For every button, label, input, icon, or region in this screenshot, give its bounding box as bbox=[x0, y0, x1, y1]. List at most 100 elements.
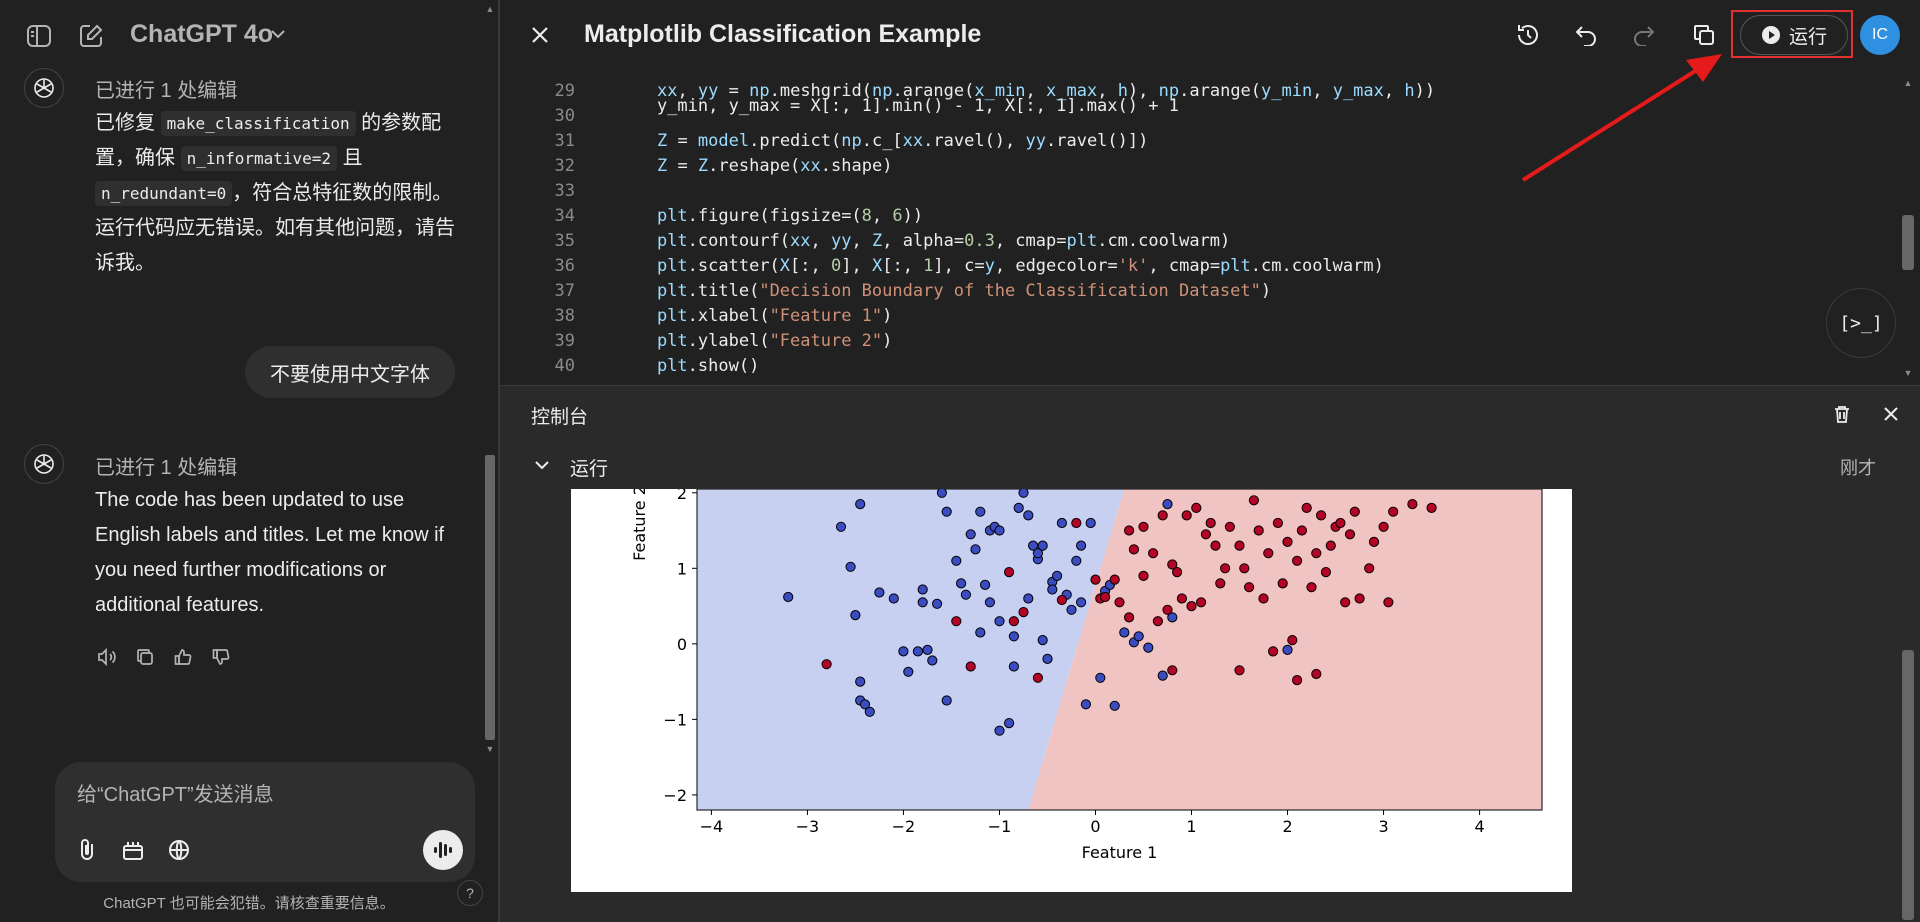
line-number: 33 bbox=[554, 181, 575, 201]
code-line: 32 Z = Z.reshape(xx.shape) bbox=[500, 156, 1900, 181]
data-point-class-1 bbox=[1210, 540, 1221, 551]
tools-icon[interactable] bbox=[117, 834, 149, 866]
chevron-down-icon[interactable] bbox=[530, 453, 554, 477]
data-point-class-0 bbox=[864, 706, 875, 717]
line-number: 36 bbox=[554, 256, 575, 276]
data-point-class-1 bbox=[1176, 593, 1188, 604]
data-point-class-1 bbox=[1124, 525, 1135, 536]
data-point-class-0 bbox=[917, 584, 928, 595]
data-point-class-1 bbox=[1181, 510, 1192, 521]
data-point-class-1 bbox=[1224, 521, 1236, 532]
scroll-up-arrow-icon[interactable]: ▲ bbox=[485, 4, 495, 14]
voice-mode-button[interactable] bbox=[423, 830, 463, 870]
close-console-icon[interactable] bbox=[1877, 400, 1905, 428]
code-line: 34 plt.figure(figsize=(8, 6)) bbox=[500, 206, 1900, 231]
data-point-class-1 bbox=[1167, 665, 1178, 676]
sidebar-toggle-icon[interactable] bbox=[24, 21, 54, 51]
terminal-icon: [>_] bbox=[1839, 312, 1883, 334]
data-point-class-1 bbox=[1292, 555, 1303, 566]
plot-frame bbox=[696, 489, 1543, 811]
data-point-class-0 bbox=[855, 676, 866, 687]
chat-scrollbar-thumb[interactable] bbox=[485, 455, 495, 740]
x-tick-label: 1 bbox=[1186, 817, 1196, 836]
data-point-class-1 bbox=[1378, 521, 1389, 532]
audio-waveform-icon bbox=[434, 842, 452, 858]
code-scrollbar-thumb[interactable] bbox=[1902, 215, 1914, 270]
thumbs-down-icon[interactable] bbox=[209, 645, 233, 669]
help-button[interactable]: ? bbox=[457, 880, 483, 906]
copy-icon[interactable] bbox=[1686, 17, 1722, 53]
message-input[interactable] bbox=[77, 780, 437, 810]
data-point-class-0 bbox=[1037, 540, 1048, 551]
data-point-class-0 bbox=[994, 616, 1005, 627]
data-point-class-1 bbox=[1234, 540, 1245, 551]
data-point-class-1 bbox=[1272, 517, 1284, 529]
code-editor[interactable]: y_min, y_max = X[:, 1].min() - 1, X[:, 1… bbox=[500, 70, 1920, 385]
edit-note: 已进行 1 处编辑 bbox=[95, 80, 238, 102]
new-chat-icon[interactable] bbox=[76, 21, 106, 51]
data-point-class-1 bbox=[821, 659, 832, 670]
copy-icon[interactable] bbox=[133, 645, 157, 669]
data-point-class-0 bbox=[951, 555, 962, 566]
assistant-avatar bbox=[24, 68, 64, 108]
history-icon[interactable] bbox=[1510, 17, 1546, 53]
console-run-entry[interactable]: 运行 刚才 bbox=[500, 441, 1920, 489]
redo-icon[interactable] bbox=[1626, 17, 1662, 53]
data-point-class-1 bbox=[1263, 548, 1274, 559]
data-point-class-1 bbox=[1152, 616, 1164, 627]
data-point-class-0 bbox=[1008, 661, 1019, 672]
panel-divider[interactable] bbox=[498, 0, 500, 922]
console-output: −4 −3 −2 −1 0 1 2 3 4 2 1 0 −1 −2 Feature 1 Feature 2 bbox=[500, 489, 1920, 922]
canvas-header: Matplotlib Classification Example 运行 IC bbox=[500, 0, 1920, 70]
y-tick-label: 1 bbox=[677, 559, 687, 578]
close-icon[interactable] bbox=[522, 17, 558, 53]
data-point-class-0 bbox=[888, 593, 899, 604]
data-point-class-0 bbox=[1119, 627, 1130, 638]
run-code-button[interactable]: 运行 bbox=[1740, 15, 1848, 55]
data-point-class-0 bbox=[917, 597, 928, 608]
undo-icon[interactable] bbox=[1568, 17, 1604, 53]
line-number: 32 bbox=[554, 156, 575, 176]
scroll-down-arrow-icon[interactable]: ▼ bbox=[485, 744, 495, 754]
chat-scrollbar[interactable]: ▲ ▼ bbox=[485, 0, 495, 760]
data-point-class-1 bbox=[1018, 607, 1029, 618]
data-point-class-1 bbox=[1306, 582, 1317, 593]
globe-icon[interactable] bbox=[163, 834, 195, 866]
attach-icon[interactable] bbox=[71, 834, 103, 866]
user-avatar[interactable]: IC bbox=[1860, 15, 1900, 55]
data-point-class-0 bbox=[1095, 672, 1106, 683]
inline-code: make_classification bbox=[160, 111, 356, 136]
data-point-class-0 bbox=[1008, 631, 1019, 642]
trash-icon[interactable] bbox=[1828, 400, 1856, 428]
data-point-class-1 bbox=[1287, 635, 1298, 646]
chevron-down-icon[interactable] bbox=[270, 26, 286, 42]
data-point-class-0 bbox=[859, 699, 871, 710]
console-scrollbar-thumb[interactable] bbox=[1902, 650, 1914, 920]
run-entry-label: 运行 bbox=[570, 459, 609, 480]
code-text: plt.scatter(X[:, 0], X[:, 1], c=y, edgec… bbox=[656, 256, 1384, 276]
code-scrollbar[interactable]: ▲ ▼ bbox=[1900, 70, 1916, 380]
data-point-class-1 bbox=[1090, 574, 1101, 585]
scroll-up-arrow-icon[interactable]: ▲ bbox=[1903, 78, 1913, 88]
data-point-class-0 bbox=[1004, 718, 1015, 729]
scroll-down-arrow-icon[interactable]: ▼ bbox=[1903, 368, 1913, 378]
terminal-button[interactable]: [>_] bbox=[1826, 288, 1896, 358]
data-point-class-1 bbox=[1071, 517, 1082, 529]
data-point-class-1 bbox=[1388, 506, 1399, 517]
data-point-class-0 bbox=[970, 544, 981, 555]
read-aloud-icon[interactable] bbox=[95, 645, 119, 669]
data-point-class-1 bbox=[1056, 594, 1067, 606]
model-selector[interactable]: ChatGPT 4o bbox=[130, 20, 274, 48]
data-point-class-0 bbox=[994, 525, 1005, 536]
thumbs-up-icon[interactable] bbox=[171, 645, 195, 669]
y-tick-label: 0 bbox=[677, 635, 687, 654]
data-point-class-0 bbox=[1162, 499, 1173, 510]
data-point-class-1 bbox=[1032, 672, 1043, 683]
data-point-class-1 bbox=[1128, 544, 1140, 555]
data-point-class-1 bbox=[1364, 563, 1375, 574]
data-point-class-0 bbox=[960, 589, 971, 600]
data-point-class-0 bbox=[1085, 517, 1096, 529]
data-point-class-0 bbox=[1023, 593, 1034, 604]
data-point-class-1 bbox=[1311, 668, 1322, 680]
console-scrollbar[interactable] bbox=[1900, 385, 1916, 922]
